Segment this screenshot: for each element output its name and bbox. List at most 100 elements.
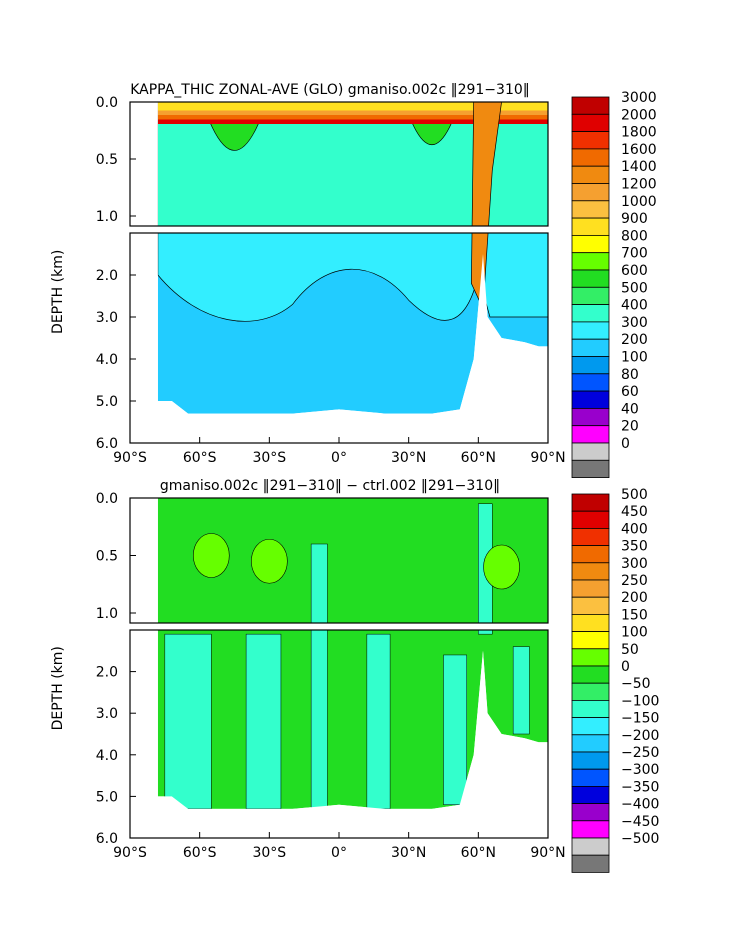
y-tick-label: 4.0: [96, 352, 118, 368]
colorbar-label: 40: [621, 401, 639, 417]
upper-frame: [129, 497, 549, 624]
plot-kappa-thic: KAPPA_THIC ZONAL-AVE (GLO) gmaniso.002c …: [50, 82, 657, 478]
colorbar-label: 800: [621, 228, 648, 244]
x-tick-label: 60°S: [183, 450, 217, 466]
x-tick-label: 0°: [331, 450, 347, 466]
y-tick-label: 2.0: [96, 665, 118, 681]
x-tick-label: 90°S: [113, 450, 147, 466]
colorbar-label: 3000: [621, 90, 657, 106]
colorbar-swatch: [571, 562, 610, 581]
y-tick-label: 0.5: [96, 152, 118, 168]
surface-band-3: [157, 102, 548, 111]
positive-patch-1: [251, 538, 288, 584]
colorbar-label: −300: [621, 762, 659, 778]
colorbar-label: 50: [621, 642, 639, 658]
colorbar-swatch: [571, 148, 610, 167]
colorbar-label: 300: [621, 556, 648, 572]
colorbar-swatch: [571, 407, 610, 427]
colorbar-swatch: [571, 631, 610, 650]
colorbar-swatch: [571, 700, 610, 719]
y-axis-label: DEPTH (km): [50, 250, 66, 334]
colorbar-label: 700: [621, 246, 648, 262]
x-tick-label: 90°S: [113, 845, 147, 861]
colorbar-swatch: [571, 252, 610, 271]
colorbar-swatch: [571, 113, 610, 133]
colorbar-label: −150: [621, 711, 659, 727]
colorbar-label: 80: [621, 367, 639, 383]
colorbar-label: 20: [621, 419, 639, 435]
y-tick-label: 1.0: [96, 606, 118, 622]
colorbar-label: −100: [621, 693, 659, 709]
colorbar-label: −400: [621, 797, 659, 813]
y-tick-label: 4.0: [96, 748, 118, 764]
x-tick-label: 90°N: [530, 450, 565, 466]
colorbar-swatch: [571, 217, 610, 236]
colorbar-label: 350: [621, 539, 648, 555]
colorbar-label: 500: [621, 487, 648, 503]
colorbar-swatch: [571, 459, 610, 478]
negative-patch-2: [310, 543, 328, 810]
panel-gap: [128, 623, 550, 630]
colorbar-label: 200: [621, 332, 648, 348]
colorbar-swatch: [571, 96, 610, 115]
colorbar-label: −200: [621, 728, 659, 744]
y-axis-label: DEPTH (km): [50, 646, 66, 730]
colorbar-swatch: [571, 837, 610, 856]
colorbar-swatch: [571, 768, 610, 787]
colorbar-label: 1000: [621, 194, 657, 210]
y-tick-label: 2.0: [96, 268, 118, 284]
plot-difference: gmaniso.002c ‖291−310‖ − ctrl.002 ‖291−3…: [50, 478, 659, 873]
colorbar-swatch: [571, 338, 610, 357]
colorbar-label: 100: [621, 625, 648, 641]
colorbar-label: 600: [621, 263, 648, 279]
colorbar-swatch: [571, 269, 610, 288]
colorbar-swatch: [571, 682, 610, 701]
negative-patch-6: [512, 646, 530, 735]
colorbar-label: 500: [621, 280, 648, 296]
colorbar-label: 60: [621, 384, 639, 400]
colorbar-swatch: [571, 356, 610, 375]
contour-field: [130, 102, 548, 443]
colorbar-label: 1600: [621, 142, 657, 158]
x-tick-label: 30°N: [391, 450, 426, 466]
colorbar-swatch: [571, 234, 610, 254]
colorbar-label: −50: [621, 676, 651, 692]
y-tick-label: 3.0: [96, 310, 118, 326]
colorbar-swatch: [571, 545, 610, 564]
negative-patch-0: [164, 633, 212, 810]
chart-title: KAPPA_THIC ZONAL-AVE (GLO) gmaniso.002c …: [130, 82, 530, 98]
positive-patch-2: [483, 544, 520, 590]
colorbar-label: 100: [621, 350, 648, 366]
negative-patch-3: [366, 633, 391, 810]
colorbar-swatch: [571, 373, 610, 392]
contour-field: [130, 498, 548, 838]
colorbar-swatch: [571, 425, 610, 444]
colorbar-swatch: [571, 390, 610, 409]
colorbar-swatch: [571, 786, 610, 805]
colorbar-swatch: [571, 493, 610, 512]
land-mask: [130, 102, 548, 443]
colorbar-swatch: [571, 820, 610, 839]
colorbar-label: 1400: [621, 159, 657, 175]
y-tick-label: 0.5: [96, 549, 118, 565]
colorbar-label: −250: [621, 745, 659, 761]
colorbar-label: 0: [621, 436, 630, 452]
chart-title: gmaniso.002c ‖291−310‖ − ctrl.002 ‖291−3…: [160, 478, 500, 494]
colorbar-label: 450: [621, 504, 648, 520]
colorbar-label: 0: [621, 659, 630, 675]
colorbar-swatch: [571, 596, 610, 615]
colorbar-label: 300: [621, 315, 648, 331]
negative-patch-4: [443, 654, 467, 805]
colorbar-swatch: [571, 648, 610, 667]
colorbar-label: 400: [621, 298, 648, 314]
x-tick-label: 30°S: [252, 450, 286, 466]
colorbar-swatch: [571, 165, 610, 184]
x-tick-label: 60°S: [183, 845, 217, 861]
colorbar-label: 200: [621, 590, 648, 606]
colorbar-swatch: [571, 751, 610, 770]
colorbar-swatch: [571, 183, 610, 202]
colorbar-label: 1800: [621, 125, 657, 141]
y-tick-label: 1.0: [96, 209, 118, 225]
y-tick-label: 5.0: [96, 394, 118, 410]
y-tick-label: 0.0: [96, 95, 118, 111]
